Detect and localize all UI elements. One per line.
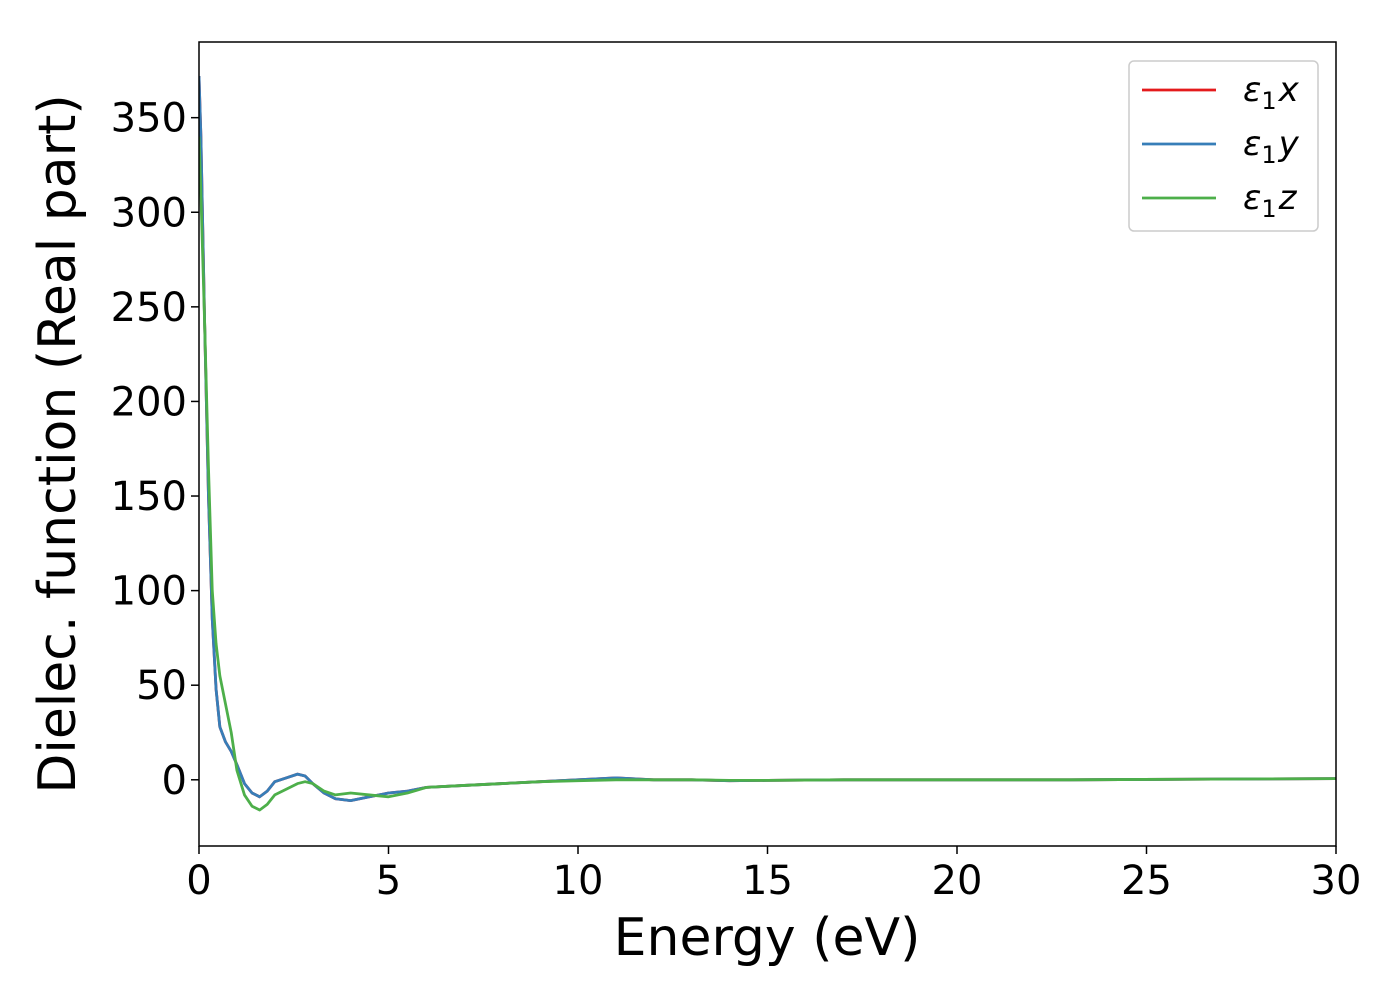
y-tick-label: 0 — [162, 758, 187, 804]
y-axis-label: Dielec. function (Real part) — [28, 94, 88, 793]
legend-box — [1128, 60, 1319, 232]
y-tick-label: 200 — [111, 379, 187, 425]
legend-label-x: ε1x — [1243, 70, 1300, 115]
y-tick-label: 150 — [111, 474, 187, 520]
legend-entries: ε1x ε1y ε1z — [1142, 70, 1300, 223]
legend-label-z: ε1z — [1243, 178, 1298, 223]
y-tick-label: 100 — [111, 569, 187, 615]
series-layer — [199, 76, 1336, 812]
x-tick-label: 10 — [553, 858, 604, 904]
x-tick-label: 20 — [932, 858, 983, 904]
legend-label-y: ε1y — [1243, 124, 1300, 169]
x-axis-label: Energy (eV) — [614, 908, 921, 968]
y-tick-label: 50 — [136, 663, 187, 709]
y-tick-label: 300 — [111, 190, 187, 236]
y-tick-label: 350 — [111, 96, 187, 142]
legend: ε1x ε1y ε1z — [1128, 60, 1319, 232]
x-tick-label: 15 — [742, 858, 793, 904]
x-tick-label: 0 — [186, 858, 211, 904]
series-line-z — [199, 136, 1336, 812]
x-tick-label: 30 — [1311, 858, 1362, 904]
y-axis-ticks: 0 50 100 150 200 250 300 350 — [111, 96, 199, 804]
y-tick-label: 250 — [111, 285, 187, 331]
x-tick-label: 5 — [376, 858, 401, 904]
x-axis-ticks: 0 5 10 15 20 25 30 — [186, 846, 1361, 904]
x-tick-label: 25 — [1121, 858, 1172, 904]
